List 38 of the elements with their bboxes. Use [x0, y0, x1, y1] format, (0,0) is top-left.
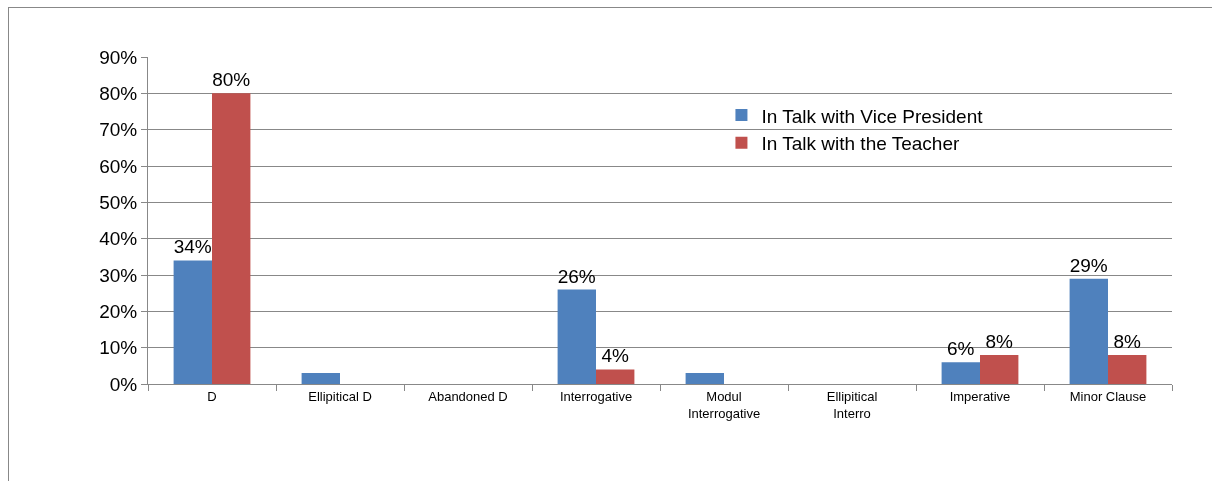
- data-label: 34%: [173, 236, 212, 258]
- x-tick-label: Ellipitical D: [308, 388, 372, 404]
- legend-label: In Talk with Vice President: [761, 105, 984, 127]
- data-label: 26%: [557, 265, 596, 287]
- y-tick-label: 0%: [109, 373, 138, 395]
- data-label: 8%: [1113, 330, 1141, 352]
- y-tick-label: 40%: [99, 228, 138, 250]
- data-label: 4%: [601, 345, 629, 367]
- y-tick-label: 20%: [99, 300, 138, 322]
- y-tick-label: 30%: [99, 264, 138, 286]
- bar: [1108, 354, 1147, 384]
- x-tick-label: Minor Clause: [1069, 388, 1147, 404]
- data-label: 8%: [985, 330, 1013, 352]
- bar: [301, 373, 340, 384]
- y-tick-label: 50%: [99, 191, 138, 213]
- x-tick-label: Modul Interrogative: [687, 388, 761, 421]
- y-tick-label: 90%: [99, 46, 138, 68]
- bar: [1069, 278, 1108, 384]
- y-tick-label: 80%: [99, 82, 138, 104]
- bar: [941, 362, 980, 384]
- legend-label: In Talk with the Teacher: [761, 133, 960, 155]
- y-tick-label: 60%: [99, 155, 138, 177]
- data-label: 6%: [947, 338, 975, 360]
- x-tick-label: Abandoned D: [428, 388, 508, 404]
- data-label: 80%: [212, 69, 251, 91]
- bar: [173, 260, 212, 384]
- bar: [685, 373, 724, 384]
- bar: [557, 289, 596, 384]
- bar: [980, 354, 1019, 384]
- y-tick-label: 10%: [99, 337, 138, 359]
- x-tick-label: Imperative: [949, 388, 1011, 404]
- x-tick-label: Ellipitical Interro: [826, 388, 878, 421]
- bar: [212, 93, 251, 384]
- y-tick-label: 70%: [99, 119, 138, 141]
- x-tick-label: D: [207, 388, 217, 404]
- bar: [596, 369, 635, 384]
- x-tick-label: Interrogative: [559, 388, 633, 404]
- data-label: 29%: [1069, 254, 1108, 276]
